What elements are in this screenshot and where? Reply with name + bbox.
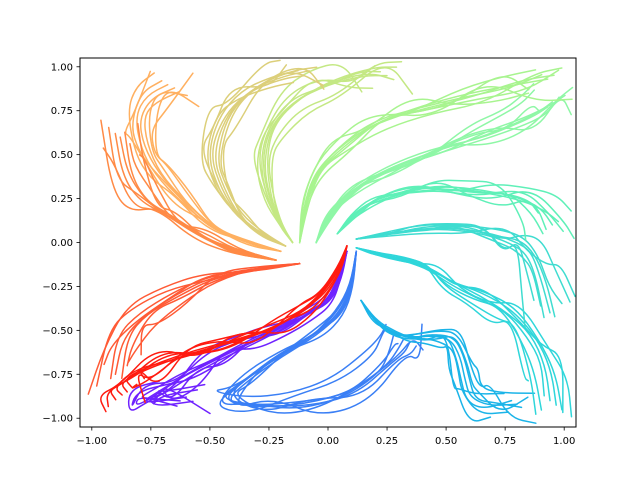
x-tick-label: −0.50	[195, 436, 226, 447]
trajectory-bundle	[100, 119, 277, 261]
trajectory-line	[221, 250, 396, 409]
x-tick-label: −1.00	[76, 436, 107, 447]
trajectory-bundle	[100, 245, 348, 413]
trajectory-line	[148, 91, 282, 253]
trajectory-bundle	[315, 83, 574, 244]
trajectory-line	[355, 224, 563, 305]
trajectory-line	[355, 247, 564, 414]
plot-area	[87, 59, 576, 424]
trajectory-line	[259, 64, 376, 244]
trajectory-line	[237, 250, 424, 414]
y-tick-label: −0.25	[42, 282, 73, 293]
trajectory-bundle	[336, 179, 575, 241]
trajectory-bundle	[355, 247, 573, 418]
x-tick-label: 0.25	[376, 436, 398, 447]
x-tick-label: 0.75	[494, 436, 516, 447]
trajectory-line	[237, 250, 423, 414]
trajectory-line	[360, 299, 537, 424]
trajectory-bundle	[360, 299, 537, 424]
y-tick-label: −0.75	[42, 370, 73, 381]
trajectory-line	[162, 250, 348, 415]
y-tick-label: 0.25	[51, 194, 73, 205]
y-tick-label: −0.50	[42, 326, 73, 337]
trajectory-line	[315, 99, 572, 244]
trajectory-line	[140, 262, 301, 356]
trajectory-line	[298, 86, 573, 244]
y-tick-label: 0.00	[51, 238, 73, 249]
trajectory-bundle	[201, 59, 325, 247]
x-axis: −1.00 −0.75 −0.50 −0.25 0.00 0.25 0.50 0.75 1.00	[76, 427, 575, 447]
trajectory-line	[360, 299, 510, 415]
trajectory-line	[355, 247, 573, 418]
y-axis: −1.00 −0.75 −0.50 −0.25 0.00 0.25 0.50 0.75 1.00	[42, 62, 80, 425]
trajectory-bundle	[124, 70, 282, 253]
trajectory-bundle	[298, 67, 573, 244]
trajectory-line	[360, 299, 529, 411]
trajectory-line	[222, 67, 325, 247]
trajectory-line	[216, 250, 387, 398]
y-tick-label: 1.00	[51, 62, 73, 73]
trajectory-line	[201, 59, 287, 247]
x-tick-label: 1.00	[553, 436, 575, 447]
x-tick-label: 0.50	[435, 436, 457, 447]
y-tick-label: −1.00	[42, 414, 73, 425]
trajectory-line	[154, 91, 282, 253]
trajectory-line	[230, 250, 410, 407]
trajectory-line	[355, 225, 571, 303]
trajectory-line	[355, 227, 576, 298]
trajectory-bundle	[355, 223, 576, 328]
trajectory-line	[271, 67, 414, 244]
x-tick-label: −0.75	[136, 436, 167, 447]
y-tick-label: 0.50	[51, 150, 73, 161]
trajectory-line	[138, 154, 277, 261]
trajectory-bundle	[87, 262, 301, 395]
trajectory-bundle	[216, 250, 424, 414]
trajectory-line	[139, 245, 348, 382]
trajectory-line	[360, 299, 492, 422]
x-tick-label: 0.00	[317, 436, 339, 447]
x-tick-label: −0.25	[254, 436, 285, 447]
trajectory-line	[315, 86, 574, 244]
trajectory-line	[336, 185, 575, 240]
y-tick-label: 0.75	[51, 106, 73, 117]
trajectory-bundle	[253, 60, 414, 244]
